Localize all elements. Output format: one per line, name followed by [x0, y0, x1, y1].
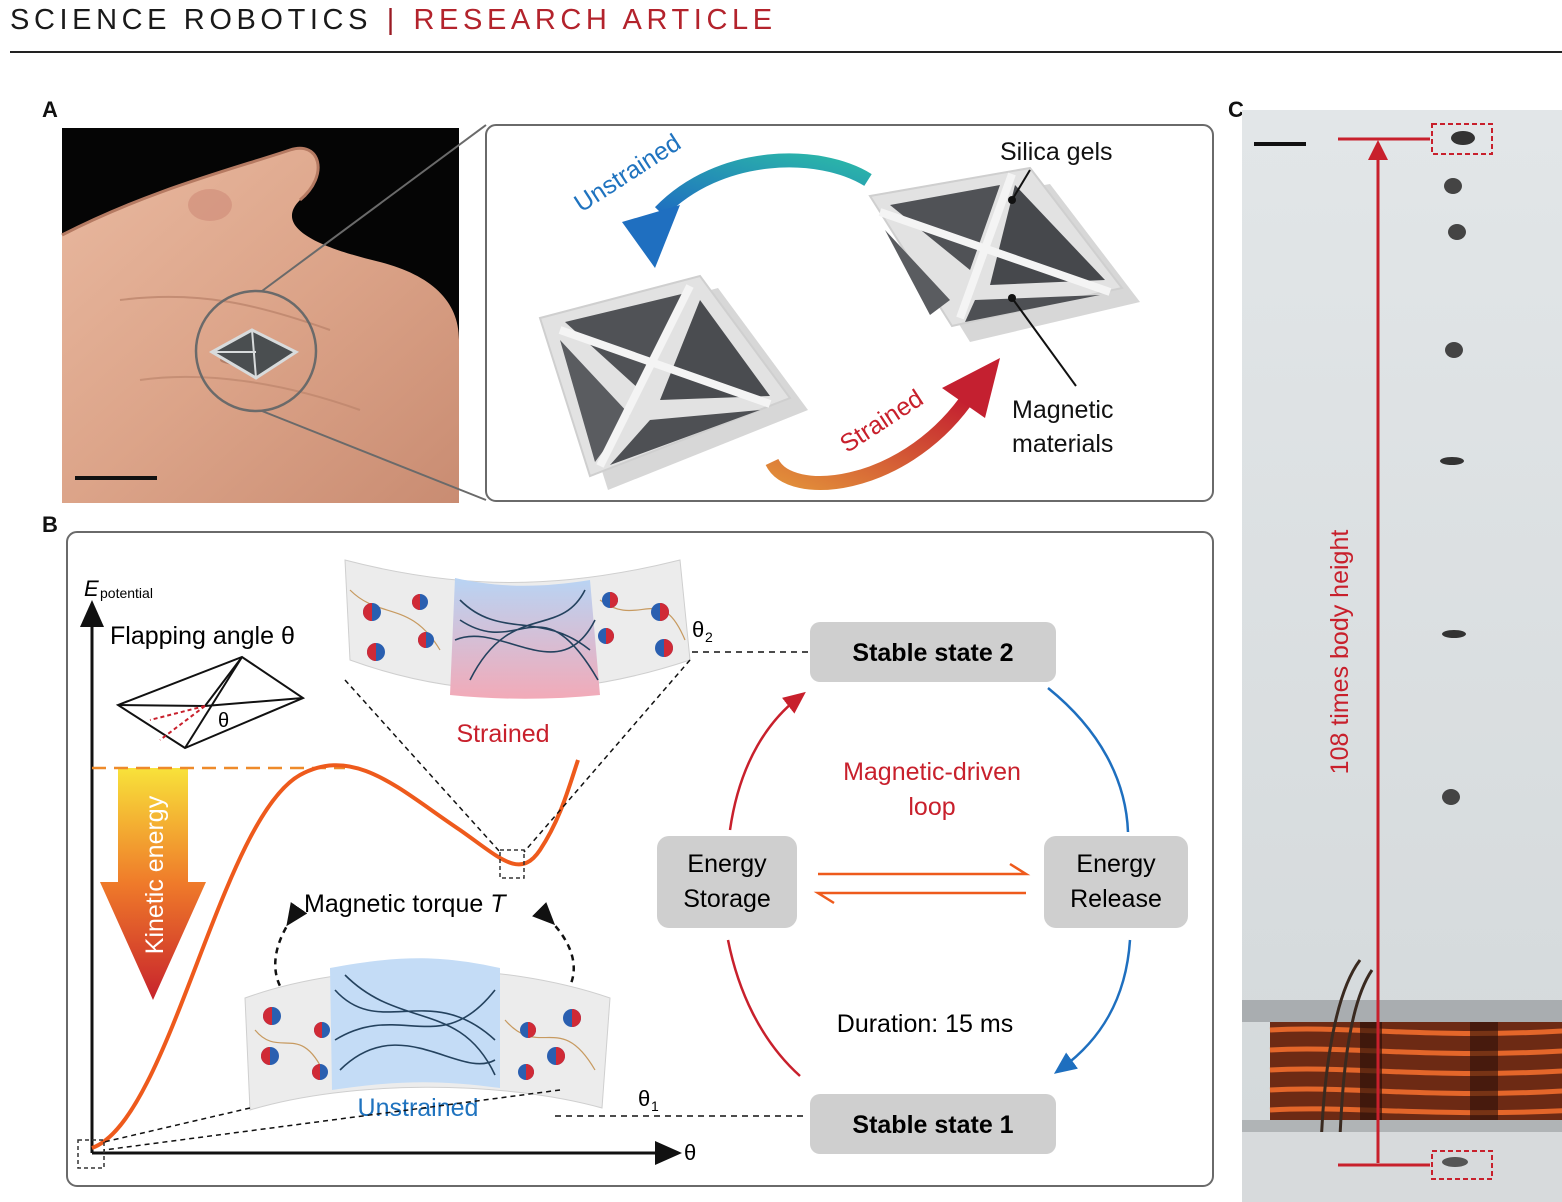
x-axis-label: θ [684, 1140, 696, 1165]
unstrained-material-inset [244, 958, 611, 1111]
unstrained-arrow [654, 153, 872, 217]
unstrained-arrow-head [622, 205, 680, 268]
robot-strained [868, 166, 1140, 342]
hand-photo [61, 128, 459, 503]
potential-energy-curve [91, 759, 580, 1150]
strained-inset-label: Strained [456, 720, 549, 748]
panel-label-b: B [42, 512, 58, 537]
journal-name: SCIENCE ROBOTICS [10, 4, 373, 36]
stable-state-2-box [810, 622, 1056, 682]
y-axis-label: E [84, 576, 99, 601]
loop-arrow-storage-up [726, 939, 801, 1077]
energy-release-line1: Energy [1076, 850, 1156, 878]
loop-arrow-release-down [1053, 939, 1132, 1074]
article-type: RESEARCH ARTICLE [413, 4, 777, 36]
header-separator: | [386, 4, 399, 36]
theta1-label: θ [638, 1086, 650, 1111]
jump-photo [1242, 110, 1562, 1202]
loop-label-line1: Magnetic-driven [843, 758, 1021, 786]
journal-header: SCIENCE ROBOTICS | RESEARCH ARTICLE [10, 4, 777, 37]
energy-storage-box [657, 836, 797, 928]
energy-storage-line2: Storage [683, 885, 771, 913]
loop-arrow-up-left [728, 691, 806, 831]
loop-arrow-right-down [1047, 687, 1130, 833]
magnetic-label-line1: Magnetic [1012, 396, 1113, 424]
stable-state-1-label: Stable state 1 [852, 1111, 1013, 1139]
equilibrium-arrows [813, 862, 1031, 905]
stable-state-2-label: Stable state 2 [852, 639, 1013, 667]
loop-label-line2: loop [908, 793, 955, 821]
magnetic-label-line2: materials [1012, 430, 1113, 458]
kinetic-energy-label: Kinetic energy [141, 795, 169, 954]
height-label: 108 times body height [1326, 530, 1354, 775]
strained-arrow-head [942, 358, 1000, 418]
silica-gels-label: Silica gels [1000, 138, 1113, 166]
magnetic-torque-text: Magnetic torque [304, 890, 490, 918]
unstrained-zoom-box [77, 1139, 105, 1169]
theta2-subscript: 2 [705, 629, 713, 645]
theta2-label: θ [692, 617, 704, 642]
torque-arrow-right [532, 902, 575, 1001]
strained-material-inset [344, 559, 691, 699]
duration-label: Duration: 15 ms [837, 1010, 1013, 1038]
bottom-position-box [1431, 1150, 1493, 1180]
theta1-subscript: 1 [651, 1098, 659, 1114]
strained-arrow [765, 397, 971, 490]
unstrained-inset-label: Unstrained [358, 1094, 479, 1122]
scale-bar-c [1254, 142, 1306, 146]
top-position-box [1431, 123, 1493, 155]
panel-label-c: C [1228, 97, 1244, 122]
energy-release-box [1044, 836, 1188, 928]
flapping-angle-diagram [115, 655, 306, 750]
magnetic-torque-label: Magnetic torque T [304, 890, 507, 918]
robot-unstrained [538, 274, 808, 490]
stable-state-1-box [810, 1094, 1056, 1154]
flapping-angle-label: Flapping angle θ [110, 622, 295, 650]
torque-symbol: T [490, 890, 507, 918]
theta-diagram-label: θ [218, 710, 229, 732]
strained-zoom-box [499, 849, 525, 879]
y-axis-subscript: potential [100, 585, 153, 601]
header-rule [10, 51, 1562, 53]
energy-storage-line1: Energy [687, 850, 767, 878]
energy-release-line2: Release [1070, 885, 1162, 913]
kinetic-energy-arrow [100, 768, 206, 1000]
panel-label-a: A [42, 97, 58, 122]
